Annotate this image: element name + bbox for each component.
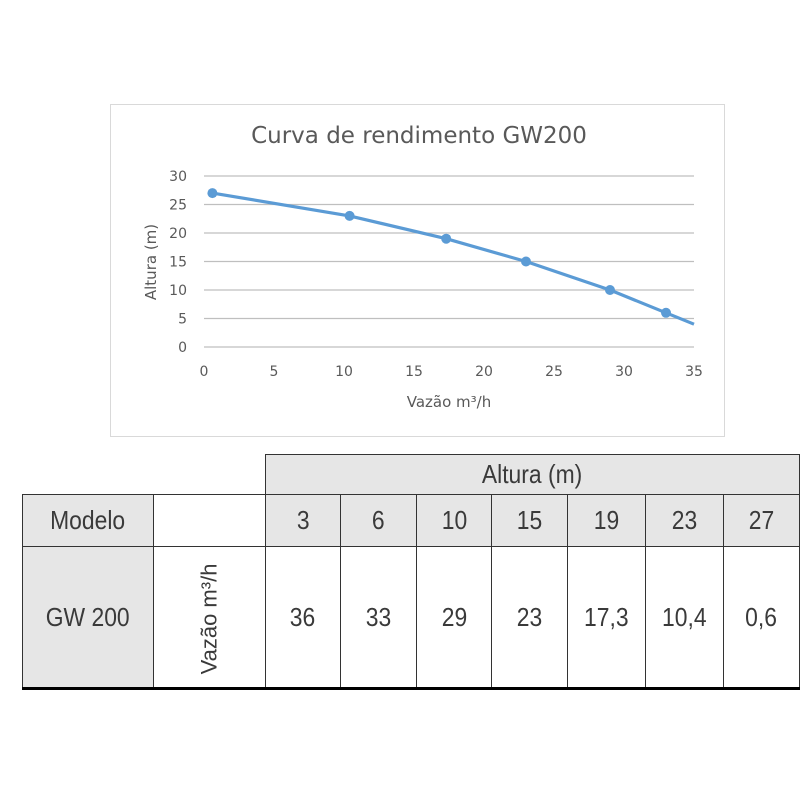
x-tick-label: 10 xyxy=(335,364,353,380)
data-point xyxy=(661,307,671,318)
x-tick-label: 20 xyxy=(475,364,493,380)
altura-value-cell: 27 xyxy=(722,494,800,547)
series-line xyxy=(212,191,695,326)
data-point xyxy=(521,256,531,267)
y-tick-label: 25 xyxy=(169,198,187,214)
x-tick-label: 25 xyxy=(545,364,563,380)
x-tick-label: 0 xyxy=(200,364,209,380)
altura-value-cell: 10 xyxy=(415,494,493,547)
vazao-value: 17,3 xyxy=(583,601,629,632)
y-tick-labels: 0 5 10 15 20 25 30 xyxy=(169,169,187,356)
modelo-header: Modelo xyxy=(22,494,154,547)
y-tick-label: 10 xyxy=(169,283,187,299)
y-tick-label: 0 xyxy=(178,340,187,356)
y-tick-label: 15 xyxy=(169,255,187,271)
altura-value: 19 xyxy=(593,505,619,535)
altura-value: 3 xyxy=(296,505,310,535)
data-point xyxy=(605,285,615,295)
altura-value-cell: 15 xyxy=(491,494,568,547)
x-tick-label: 35 xyxy=(685,364,703,380)
y-tick-label: 5 xyxy=(178,312,187,328)
altura-value-cell: 19 xyxy=(566,494,646,547)
altura-group-header: Altura (m) xyxy=(264,454,800,495)
vazao-value-cell: 23 xyxy=(491,546,568,690)
performance-chart: Curva de rendimento GW200 0 5 10 15 20 25 30 0… xyxy=(142,123,703,411)
altura-value: 6 xyxy=(372,505,385,535)
vazao-value: 10,4 xyxy=(661,601,707,632)
vazao-value-cell: 36 xyxy=(264,546,342,690)
vazao-value-cell: 33 xyxy=(340,546,417,690)
vazao-value: 23 xyxy=(516,601,543,632)
altura-value-cell: 6 xyxy=(340,494,417,547)
data-point xyxy=(441,233,452,244)
table-header-row: Modelo 3 6 10 15 19 23 27 xyxy=(22,494,800,547)
chart-panel: Curva de rendimento GW200 0 5 10 15 20 25 30 0… xyxy=(110,104,725,437)
performance-table: Altura (m) Modelo 3 6 10 15 19 23 27 GW … xyxy=(22,454,800,690)
y-tick-label: 30 xyxy=(169,169,187,185)
vazao-value: 33 xyxy=(365,601,392,632)
chart-title: Curva de rendimento GW200 xyxy=(251,123,587,149)
vazao-value: 0,6 xyxy=(745,601,778,632)
model-name: GW 200 xyxy=(45,601,130,632)
unit-label: Vazão m³/h xyxy=(196,563,222,674)
x-tick-labels: 0 5 10 15 20 25 30 35 xyxy=(200,364,703,380)
vazao-value: 29 xyxy=(441,601,467,632)
y-tick-label: 20 xyxy=(169,226,187,242)
altura-value: 23 xyxy=(671,505,697,535)
altura-value-cell: 23 xyxy=(644,494,724,547)
table-row: GW 200 Vazão m³/h 36 33 29 23 17,3 10,4 … xyxy=(22,546,800,690)
vazao-value: 36 xyxy=(290,601,316,632)
data-markers xyxy=(207,188,671,318)
unit-header-empty xyxy=(152,494,266,547)
altura-group-header-text: Altura (m) xyxy=(482,459,583,489)
vazao-value-cell: 0,6 xyxy=(722,546,800,690)
altura-value-cell: 3 xyxy=(264,494,342,547)
unit-label-cell: Vazão m³/h xyxy=(152,546,266,690)
x-tick-label: 30 xyxy=(615,364,633,380)
x-axis-label: Vazão m³/h xyxy=(407,393,492,411)
series-line-group xyxy=(212,191,695,326)
data-point xyxy=(344,210,355,221)
altura-value: 27 xyxy=(748,505,775,535)
data-point xyxy=(207,188,218,199)
gridlines xyxy=(204,175,694,348)
y-axis-label: Altura (m) xyxy=(142,224,160,300)
altura-value: 15 xyxy=(516,505,543,535)
vazao-value-cell: 29 xyxy=(415,546,493,690)
x-tick-label: 15 xyxy=(405,364,423,380)
table-group-header-row: Altura (m) xyxy=(23,454,800,495)
model-name-cell: GW 200 xyxy=(22,546,154,690)
altura-value: 10 xyxy=(441,505,467,535)
vazao-value-cell: 17,3 xyxy=(566,546,646,690)
vazao-value-cell: 10,4 xyxy=(644,546,724,690)
x-tick-label: 5 xyxy=(270,364,279,380)
modelo-header-text: Modelo xyxy=(50,505,126,535)
